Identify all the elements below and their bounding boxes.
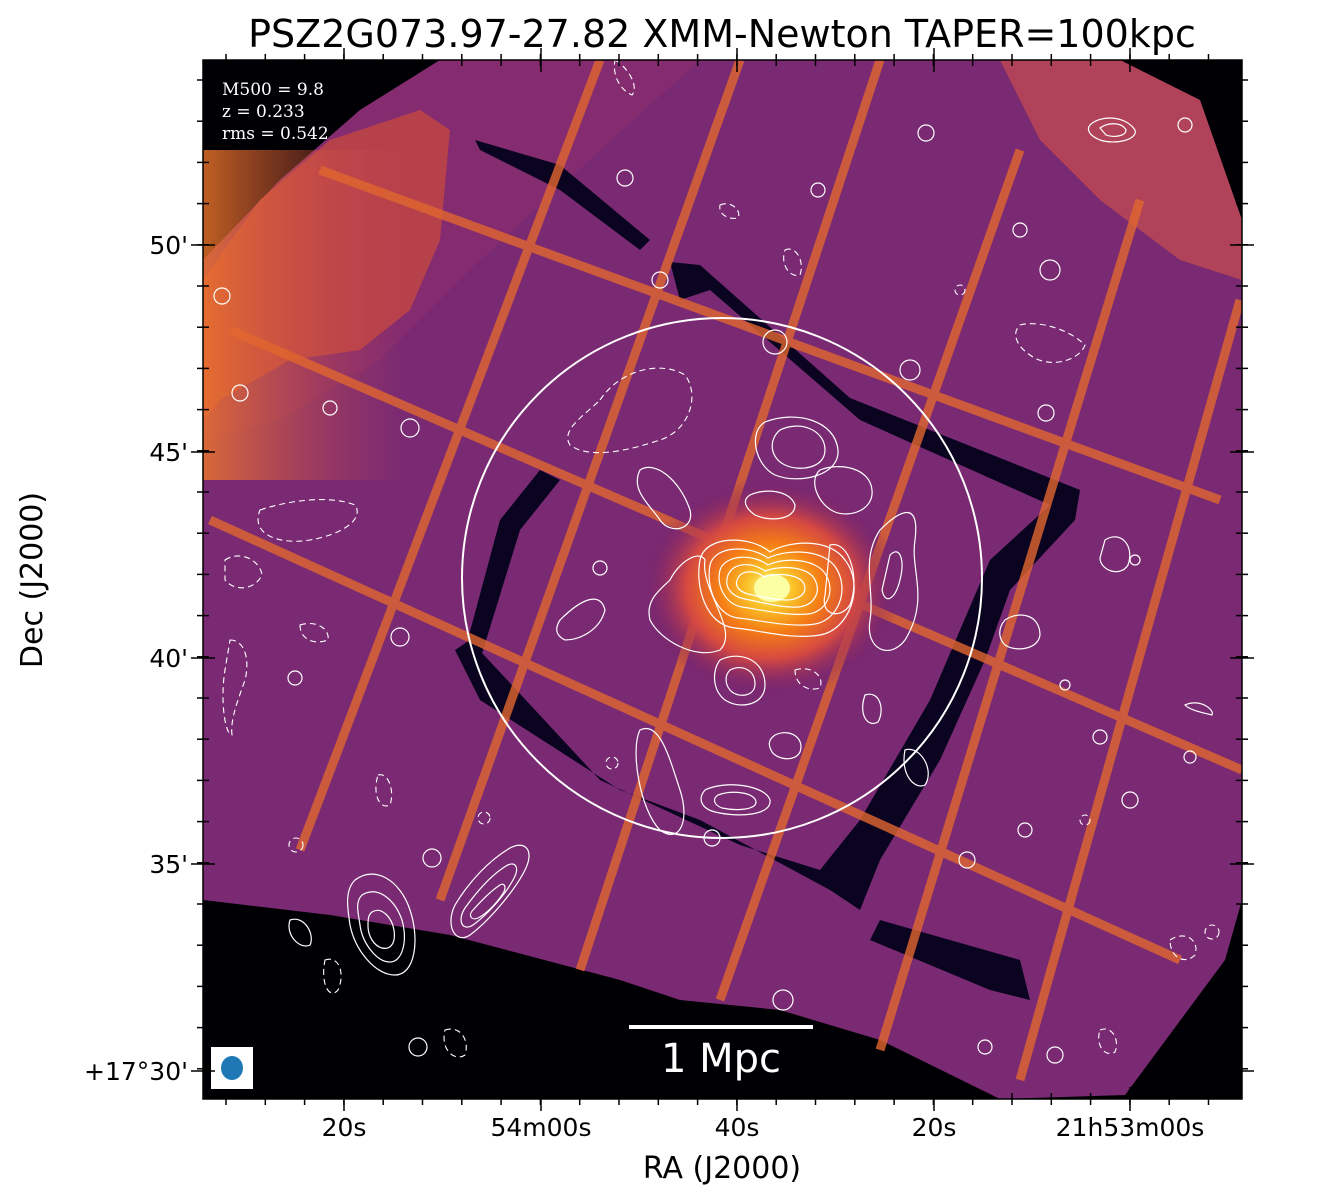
axis-ticks <box>191 48 1254 1111</box>
y-tick-label-35: 35' <box>149 850 188 879</box>
info-rms: rms = 0.542 <box>222 124 329 144</box>
detector-gap <box>455 262 1080 910</box>
scale-bar-label: 1 Mpc <box>661 1036 781 1082</box>
info-redshift: z = 0.233 <box>222 102 305 122</box>
y-tick-label-45: 45' <box>149 438 188 467</box>
x-tick-label-20s-east: 20s <box>322 1113 367 1142</box>
r500-circle <box>461 317 983 839</box>
y-axis-label: Dec (J2000) <box>15 492 50 668</box>
y-tick-label-30: +17°30' <box>84 1057 188 1086</box>
xray-image <box>203 60 1242 1099</box>
negative-contours <box>222 60 1220 1058</box>
y-tick-label-40: 40' <box>149 644 188 673</box>
y-tick-label-50: 50' <box>149 231 188 260</box>
info-m500: M500 = 9.8 <box>222 80 324 100</box>
x-tick-label-21h53m00s: 21h53m00s <box>1056 1113 1205 1142</box>
x-tick-label-54m00s: 54m00s <box>490 1113 591 1142</box>
x-axis-label: RA (J2000) <box>643 1151 801 1186</box>
beam-ellipse <box>221 1056 243 1080</box>
x-tick-label-40s: 40s <box>715 1113 760 1142</box>
radio-contours <box>213 117 1213 1064</box>
plot-title: PSZ2G073.97-27.82 XMM-Newton TAPER=100kp… <box>248 12 1196 56</box>
x-tick-label-20s-west: 20s <box>912 1113 957 1142</box>
axes-frame <box>202 59 1243 1100</box>
